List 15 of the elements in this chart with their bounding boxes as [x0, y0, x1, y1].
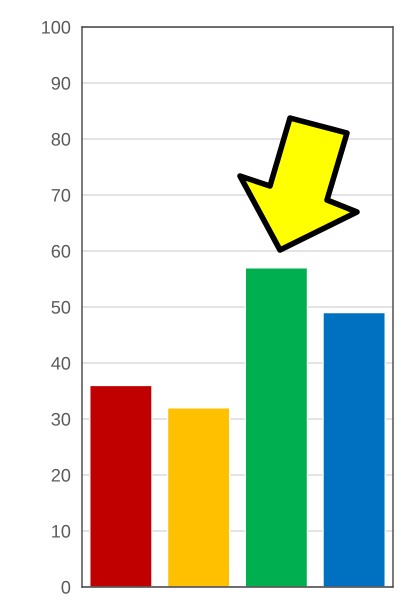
bar — [244, 267, 308, 587]
y-tick-label: 90 — [52, 76, 70, 90]
y-tick-label: 50 — [52, 300, 70, 314]
y-tick-label: 40 — [51, 356, 70, 370]
y-tick-label: 60 — [52, 244, 70, 258]
bar — [89, 384, 153, 587]
y-tick-label: 20 — [52, 468, 70, 482]
y-tick-label: 30 — [51, 412, 70, 426]
y-tick-label: 70 — [52, 188, 70, 202]
y-tick-label: 10 — [52, 524, 70, 538]
y-tick-label: 100 — [42, 20, 70, 34]
bar — [322, 312, 386, 587]
y-tick-label: 0 — [62, 580, 70, 594]
y-tick-label: 80 — [52, 132, 70, 146]
bar — [166, 407, 230, 587]
